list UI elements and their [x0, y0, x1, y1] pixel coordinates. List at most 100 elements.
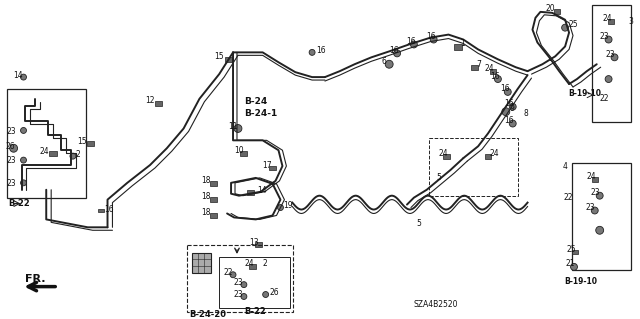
Text: 23: 23: [6, 127, 17, 136]
Text: 16: 16: [389, 46, 399, 55]
Bar: [191, 253, 211, 273]
Text: 24: 24: [245, 259, 255, 268]
Bar: [6, 89, 86, 198]
Text: 13: 13: [249, 238, 259, 247]
Text: 6: 6: [381, 57, 386, 66]
Bar: [269, 166, 276, 170]
Text: 26: 26: [269, 288, 279, 297]
Circle shape: [570, 263, 577, 270]
Bar: [572, 163, 631, 270]
Text: B-22: B-22: [244, 307, 266, 316]
Bar: [250, 264, 256, 269]
Circle shape: [605, 76, 612, 83]
Circle shape: [385, 60, 393, 68]
Text: 21: 21: [565, 259, 575, 268]
Circle shape: [309, 49, 315, 55]
Text: 24: 24: [438, 149, 448, 158]
Text: 17: 17: [262, 160, 272, 169]
Bar: [210, 182, 217, 186]
Circle shape: [562, 24, 568, 31]
Text: 12: 12: [145, 96, 155, 105]
Text: 16: 16: [406, 37, 415, 46]
Bar: [592, 5, 631, 122]
Text: 22: 22: [223, 268, 233, 277]
Bar: [210, 197, 217, 202]
Text: 1: 1: [460, 39, 465, 48]
Text: 16: 16: [316, 46, 326, 55]
Text: 8: 8: [524, 109, 529, 118]
Text: 16: 16: [490, 71, 500, 81]
Text: 18: 18: [202, 208, 211, 217]
Text: 25: 25: [566, 245, 576, 254]
Bar: [592, 177, 598, 182]
Text: 22: 22: [600, 94, 609, 103]
Text: 2: 2: [76, 150, 81, 159]
Text: 25: 25: [568, 20, 578, 29]
Text: 18: 18: [202, 176, 211, 185]
Bar: [49, 151, 57, 156]
Text: 3: 3: [628, 17, 633, 26]
Bar: [255, 241, 262, 247]
Text: 24: 24: [39, 147, 49, 156]
Text: 16: 16: [504, 116, 513, 125]
Text: B-19-10: B-19-10: [568, 89, 601, 98]
Text: 24: 24: [490, 149, 500, 158]
Text: 16: 16: [500, 85, 509, 93]
Circle shape: [20, 180, 26, 186]
Text: 19: 19: [284, 201, 293, 210]
Bar: [241, 151, 247, 156]
Circle shape: [20, 128, 26, 133]
Text: 24: 24: [587, 172, 596, 182]
Circle shape: [430, 36, 437, 43]
Circle shape: [234, 124, 242, 132]
Bar: [429, 138, 518, 196]
Text: 23: 23: [591, 188, 600, 197]
Text: 11: 11: [228, 122, 237, 131]
Circle shape: [410, 41, 417, 48]
Text: B-19-10: B-19-10: [564, 277, 597, 286]
Bar: [156, 101, 163, 106]
Circle shape: [241, 282, 247, 288]
Circle shape: [394, 50, 401, 57]
Circle shape: [596, 226, 604, 234]
Text: 23: 23: [600, 32, 609, 41]
Circle shape: [605, 36, 612, 43]
Bar: [470, 65, 477, 70]
Text: 23: 23: [233, 278, 243, 287]
Text: 4: 4: [563, 161, 568, 171]
Circle shape: [611, 54, 618, 61]
Circle shape: [10, 144, 17, 152]
Text: 2: 2: [262, 259, 268, 268]
Bar: [572, 249, 578, 255]
Bar: [187, 245, 293, 312]
Bar: [454, 44, 462, 50]
Text: 16: 16: [104, 205, 114, 214]
Bar: [210, 213, 217, 218]
Text: B-24-1: B-24-1: [244, 109, 277, 118]
Text: 10: 10: [234, 146, 244, 155]
Bar: [247, 190, 254, 195]
Text: 15: 15: [77, 137, 86, 146]
Text: 26: 26: [6, 142, 15, 151]
Text: 14: 14: [13, 70, 23, 80]
Bar: [443, 154, 450, 159]
Circle shape: [278, 204, 284, 211]
Text: FR.: FR.: [26, 274, 46, 284]
Text: 23: 23: [6, 179, 17, 188]
Circle shape: [241, 293, 247, 300]
Text: 18: 18: [202, 192, 211, 201]
Bar: [484, 154, 492, 159]
Text: 5: 5: [417, 219, 422, 228]
Text: 20: 20: [545, 4, 555, 13]
Text: 16: 16: [504, 99, 513, 108]
Text: B-24: B-24: [244, 97, 267, 106]
Circle shape: [504, 88, 511, 95]
Circle shape: [502, 108, 509, 115]
Bar: [219, 257, 291, 308]
Circle shape: [262, 292, 269, 298]
Circle shape: [230, 272, 236, 278]
Bar: [554, 9, 560, 14]
Circle shape: [495, 76, 501, 83]
Text: SZA4B2520: SZA4B2520: [414, 300, 458, 309]
Text: 7: 7: [476, 60, 481, 69]
